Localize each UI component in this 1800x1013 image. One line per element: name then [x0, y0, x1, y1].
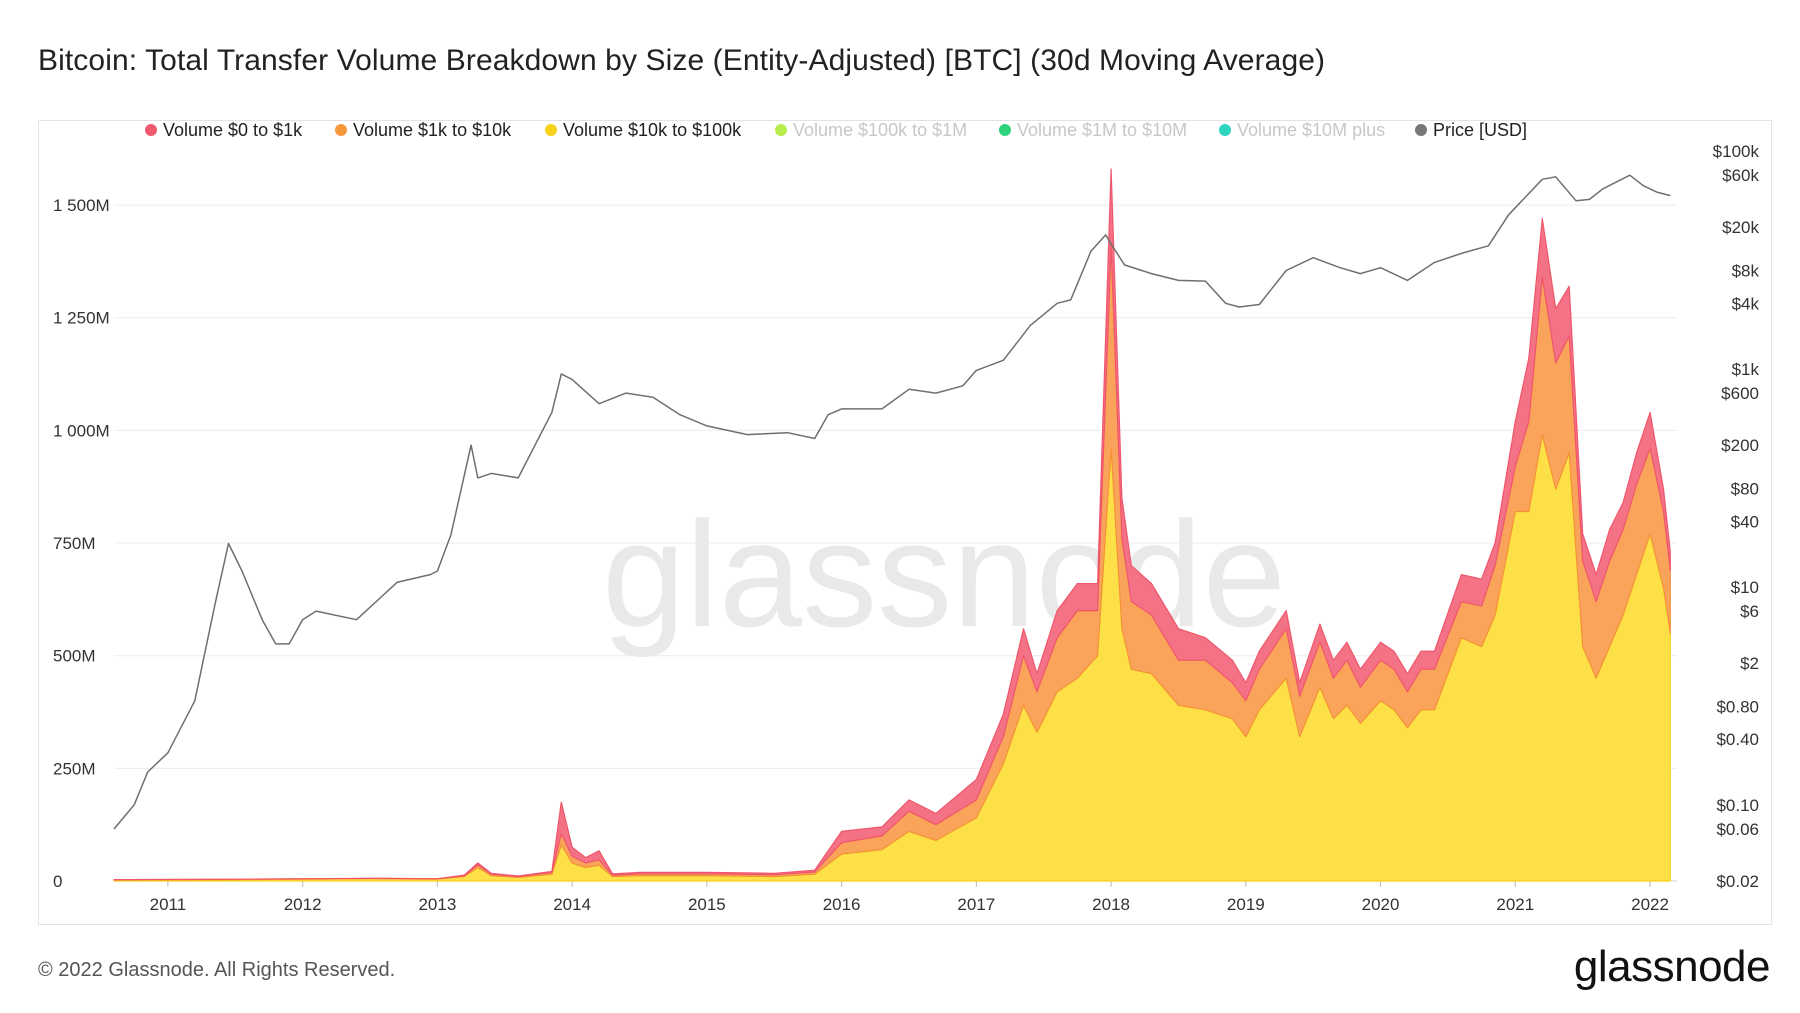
price-line[interactable] — [113, 174, 1671, 830]
y-right-tick-label: $0.40 — [1716, 730, 1759, 749]
legend-swatch-icon[interactable] — [145, 124, 157, 136]
copyright-footer: © 2022 Glassnode. All Rights Reserved. — [38, 959, 396, 981]
y-right-tick-label: $200 — [1721, 436, 1759, 455]
x-tick-label: 2014 — [553, 895, 591, 914]
legend-swatch-icon[interactable] — [999, 124, 1011, 136]
legend-item-label[interactable]: Volume $1M to $10M — [1017, 121, 1187, 140]
area-volume-0-to-1k[interactable] — [113, 168, 1671, 881]
y-right-tick-label: $0.80 — [1716, 697, 1759, 716]
x-tick-label: 2021 — [1496, 895, 1534, 914]
y-right-tick-label: $0.06 — [1716, 820, 1759, 839]
y-left-tick-label: 250M — [53, 759, 96, 778]
y-right-tick-label: $6 — [1740, 602, 1759, 621]
y-right-tick-label: $0.02 — [1716, 872, 1759, 891]
legend-swatch-icon[interactable] — [1415, 124, 1427, 136]
x-tick-label: 2015 — [688, 895, 726, 914]
x-tick-label: 2013 — [418, 895, 456, 914]
y-right-tick-label: $600 — [1721, 384, 1759, 403]
chart-card: glassnode 0 250M 500M 750M 1 000M 1 250M 1 500M… — [38, 120, 1772, 925]
y-left-tick-label: 500M — [53, 647, 96, 666]
legend-swatch-icon[interactable] — [545, 124, 557, 136]
y-right-tick-label: $100k — [1713, 142, 1760, 161]
y-right-tick-label: $4k — [1732, 294, 1760, 313]
y-right-tick-label: $40 — [1731, 512, 1759, 531]
legend-item-label[interactable]: Volume $0 to $1k — [163, 121, 303, 140]
y-left-tick-label: 1 000M — [53, 421, 110, 440]
brand-logo: glassnode — [1573, 942, 1771, 991]
legend-item-label[interactable]: Volume $1k to $10k — [353, 121, 512, 140]
x-tick-label: 2018 — [1092, 895, 1130, 914]
x-tick-label: 2022 — [1631, 895, 1669, 914]
y-right-tick-label: $10 — [1731, 578, 1759, 597]
y-left-tick-label: 1 250M — [53, 309, 110, 328]
y-right-tick-label: $8k — [1732, 262, 1760, 281]
legend-item-label[interactable]: Volume $100k to $1M — [793, 121, 967, 140]
x-tick-label: 2016 — [823, 895, 861, 914]
x-tick-label: 2011 — [150, 895, 187, 914]
legend-swatch-icon[interactable] — [775, 124, 787, 136]
legend-swatch-icon[interactable] — [335, 124, 347, 136]
y-right-tick-label: $0.10 — [1716, 796, 1759, 815]
legend-item-label[interactable]: Volume $10M plus — [1237, 121, 1385, 140]
x-tick-label: 2012 — [284, 895, 322, 914]
y-left-tick-label: 1 500M — [53, 196, 110, 215]
y-right-tick-label: $2 — [1740, 654, 1759, 673]
x-tick-label: 2019 — [1227, 895, 1265, 914]
y-right-tick-label: $1k — [1732, 360, 1760, 379]
x-tick-label: 2020 — [1362, 895, 1400, 914]
legend-swatch-icon[interactable] — [1219, 124, 1231, 136]
x-tick-label: 2017 — [957, 895, 995, 914]
y-left-tick-label: 750M — [53, 534, 96, 553]
y-right-tick-label: $80 — [1731, 479, 1759, 498]
chart-title: Bitcoin: Total Transfer Volume Breakdown… — [38, 44, 1326, 77]
legend-item-label[interactable]: Price [USD] — [1433, 121, 1527, 140]
legend-item-label[interactable]: Volume $10k to $100k — [563, 121, 742, 140]
y-left-tick-label: 0 — [53, 872, 62, 891]
y-right-tick-label: $20k — [1722, 218, 1759, 237]
y-right-tick-label: $60k — [1722, 166, 1759, 185]
